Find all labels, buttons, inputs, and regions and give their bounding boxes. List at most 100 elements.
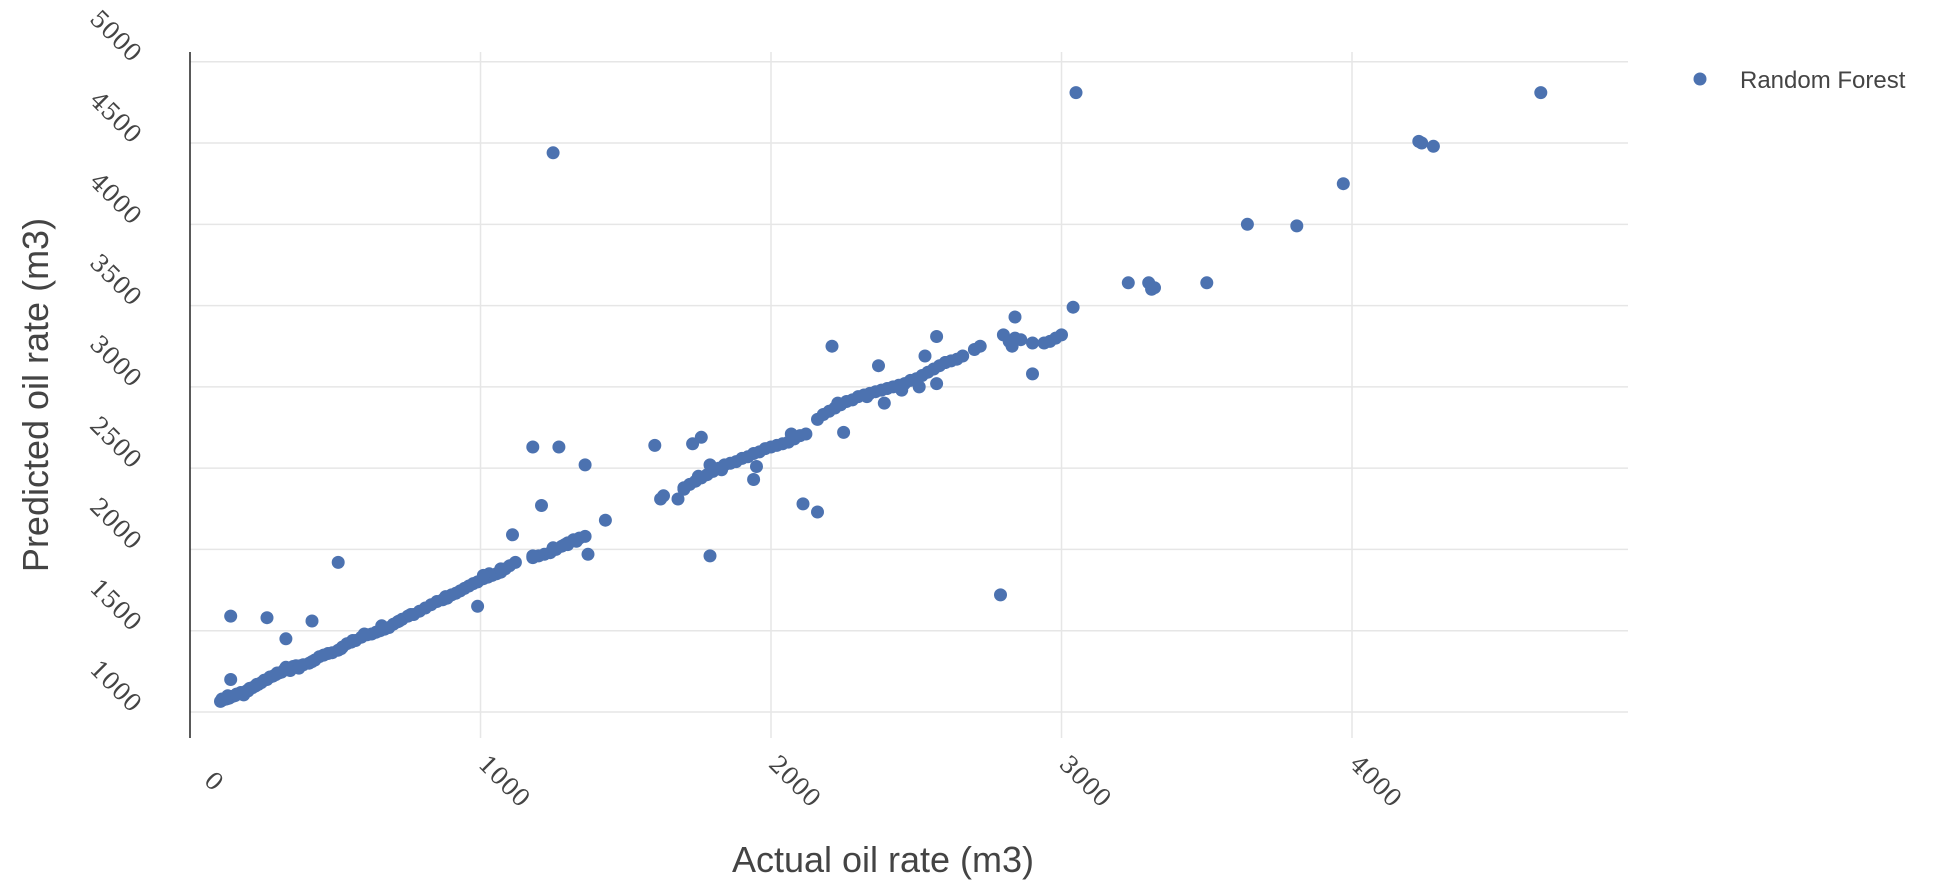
data-point (796, 497, 810, 511)
data-point (811, 505, 824, 519)
data-point (578, 458, 592, 472)
data-point (250, 677, 264, 691)
data-point (230, 687, 243, 701)
data-point (546, 146, 560, 160)
x-tick-label: 0 (198, 766, 229, 797)
data-point (526, 440, 540, 454)
data-point (1008, 310, 1022, 324)
y-tick-label: 1500 (84, 574, 147, 637)
data-point (546, 541, 560, 555)
data-point (1290, 219, 1304, 233)
data-point (860, 390, 874, 404)
points-layer (214, 86, 1548, 708)
data-point (750, 460, 763, 473)
legend-marker (1693, 72, 1707, 86)
data-point (895, 383, 909, 397)
data-point (260, 611, 274, 625)
data-point (581, 547, 595, 561)
data-point (346, 634, 360, 647)
data-point (598, 513, 612, 527)
data-point (526, 549, 540, 563)
data-point (799, 427, 813, 441)
data-point (1426, 139, 1440, 153)
x-tick-label: 4000 (1344, 750, 1407, 813)
data-point (657, 489, 670, 503)
y-tick-label: 1000 (84, 655, 147, 718)
data-point (1200, 276, 1214, 290)
data-point (1026, 336, 1039, 350)
data-point (508, 555, 522, 569)
data-point (561, 538, 575, 552)
data-point (1121, 276, 1135, 290)
data-point (677, 482, 691, 496)
data-point (305, 614, 319, 628)
y-tick-label: 2000 (84, 492, 147, 555)
data-point (956, 349, 970, 363)
x-tick-label: 3000 (1054, 750, 1117, 813)
data-point (973, 339, 987, 353)
data-point (404, 608, 418, 621)
data-point (930, 330, 944, 343)
data-point (279, 660, 293, 674)
data-point (831, 396, 845, 410)
data-point (1148, 281, 1161, 295)
data-point (506, 528, 519, 542)
data-point (648, 438, 662, 452)
y-tick-label: 2500 (84, 411, 147, 474)
data-point (1240, 217, 1254, 231)
data-point (837, 425, 851, 439)
y-tick-label: 4500 (84, 86, 147, 149)
data-point (535, 499, 548, 512)
data-point (1336, 177, 1350, 191)
data-point (392, 614, 406, 628)
data-point (877, 396, 891, 410)
x-tick-label: 2000 (763, 750, 826, 813)
data-point (224, 673, 238, 686)
data-point (825, 339, 839, 353)
data-point (1415, 136, 1429, 150)
data-point (930, 377, 944, 391)
data-point (476, 568, 490, 582)
data-point (994, 588, 1007, 602)
data-point (375, 619, 389, 633)
data-point (1055, 328, 1068, 342)
data-point (912, 380, 926, 394)
data-point (671, 492, 685, 506)
data-point (747, 473, 761, 486)
x-axis-title: Actual oil rate (m3) (732, 839, 1034, 880)
y-tick-label: 5000 (84, 5, 147, 68)
data-point (279, 632, 293, 646)
data-point (224, 609, 238, 623)
data-point (703, 458, 717, 472)
data-point (872, 359, 885, 373)
grid-layer (190, 52, 1628, 738)
data-point (1534, 86, 1548, 100)
data-point (331, 555, 345, 569)
data-point (1005, 339, 1019, 353)
data-point (694, 430, 708, 444)
data-point (1026, 367, 1039, 381)
data-point (1069, 86, 1083, 100)
y-axis-title: Predicted oil rate (m3) (15, 218, 56, 572)
data-point (691, 469, 705, 483)
data-point (938, 356, 952, 369)
data-point (918, 349, 932, 363)
data-point (293, 659, 307, 673)
data-point (494, 562, 508, 576)
data-point (439, 590, 453, 604)
y-tick-label: 3500 (84, 248, 147, 311)
data-point (784, 427, 798, 441)
y-tick-label: 4000 (84, 167, 147, 230)
data-point (357, 627, 371, 641)
x-tick-label: 1000 (473, 750, 536, 813)
data-point (552, 440, 566, 454)
legend[interactable]: Random Forest (1693, 67, 1906, 94)
data-point (305, 655, 319, 669)
data-point (1066, 300, 1080, 314)
data-point (471, 599, 485, 613)
data-point (334, 642, 348, 656)
tick-layer: 0 1000 2000 3000 4000 1000 1500 2000 2500 3000 350… (84, 5, 1407, 813)
data-point (703, 549, 717, 563)
y-tick-label: 3000 (84, 330, 147, 393)
